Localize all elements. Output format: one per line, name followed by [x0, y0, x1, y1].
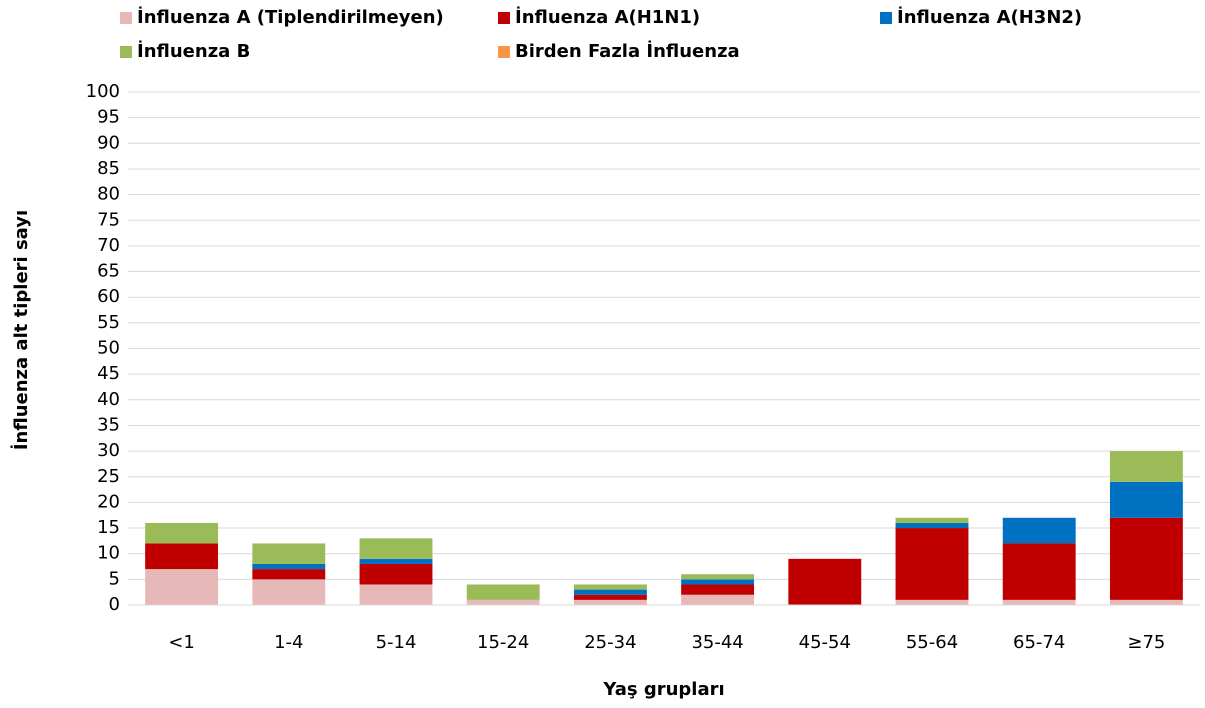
bar-segment [359, 558, 433, 564]
y-tick-label: 15 [97, 517, 120, 538]
legend-swatch [498, 12, 510, 24]
y-tick-label: 80 [97, 184, 120, 205]
bar-segment [1002, 599, 1076, 605]
bar-segment [681, 579, 755, 585]
bar-segment [681, 584, 755, 595]
legend-label: İnfluenza A(H1N1) [515, 6, 700, 28]
bar-segment [145, 543, 219, 570]
y-tick-label: 55 [97, 312, 120, 333]
legend-label: İnfluenza A (Tiplendirilmeyen) [137, 6, 444, 28]
bar-segment [681, 574, 755, 580]
x-tick-label: 65-74 [1013, 632, 1065, 653]
y-tick-label: 10 [97, 543, 120, 564]
y-tick-label: 5 [109, 568, 120, 589]
y-tick-label: 25 [97, 466, 120, 487]
y-tick-label: 75 [97, 209, 120, 230]
bar-segment [1109, 451, 1183, 482]
bar-segment [145, 522, 219, 544]
x-tick-label: 55-64 [906, 632, 958, 653]
y-tick-label: 30 [97, 440, 120, 461]
legend-label: İnfluenza B [137, 40, 250, 62]
bar-segment [573, 584, 647, 590]
bar-segment [466, 599, 540, 605]
bar-segment [359, 563, 433, 585]
y-tick-label: 35 [97, 414, 120, 435]
bar-segment [359, 584, 433, 605]
bar-segment [252, 563, 326, 570]
bar-segment [145, 569, 219, 605]
y-tick-label: 100 [86, 81, 120, 102]
x-axis-label: Yaş grupları [602, 679, 724, 700]
x-tick-label: 1-4 [274, 632, 303, 653]
bar-segment [1109, 517, 1183, 600]
legend-swatch [498, 46, 510, 58]
bar-segment [573, 589, 647, 595]
bar-segment [1002, 517, 1076, 544]
bar-segment [895, 522, 969, 529]
legend-label: Birden Fazla İnfluenza [515, 40, 740, 62]
y-tick-label: 85 [97, 158, 120, 179]
x-tick-label: 15-24 [477, 632, 529, 653]
bar-segment [788, 558, 862, 605]
y-tick-label: 45 [97, 363, 120, 384]
y-tick-label: 95 [97, 107, 120, 128]
bar-segment [895, 599, 969, 605]
bar-segment [895, 517, 969, 523]
bar-segment [573, 599, 647, 605]
x-tick-label: <1 [168, 632, 195, 653]
y-tick-label: 65 [97, 261, 120, 282]
y-tick-label: 0 [109, 594, 120, 615]
bar-segment [252, 569, 326, 580]
y-axis-label: İnfluenza alt tipleri sayı [10, 210, 32, 450]
bar-segment [681, 594, 755, 605]
bar-segment [895, 528, 969, 600]
x-tick-label: 5-14 [376, 632, 417, 653]
y-tick-label: 20 [97, 491, 120, 512]
x-tick-label: 25-34 [584, 632, 636, 653]
bar-segment [1002, 543, 1076, 600]
legend-swatch [120, 46, 132, 58]
bar-segment [252, 579, 326, 605]
bar-segment [1109, 481, 1183, 518]
y-tick-label: 50 [97, 338, 120, 359]
x-tick-label: ≥75 [1127, 632, 1165, 653]
legend-swatch [120, 12, 132, 24]
legend-label: İnfluenza A(H3N2) [897, 6, 1082, 28]
bar-segment [1109, 599, 1183, 605]
x-tick-label: 35-44 [691, 632, 743, 653]
x-tick-label: 45-54 [799, 632, 851, 653]
bar-segment [359, 538, 433, 559]
bar-segment [252, 543, 326, 564]
y-tick-label: 70 [97, 235, 120, 256]
y-tick-label: 90 [97, 132, 120, 153]
y-tick-label: 40 [97, 389, 120, 410]
legend-swatch [880, 12, 892, 24]
bar-segment [466, 584, 540, 600]
bar-segment [573, 594, 647, 600]
y-tick-label: 60 [97, 286, 120, 307]
